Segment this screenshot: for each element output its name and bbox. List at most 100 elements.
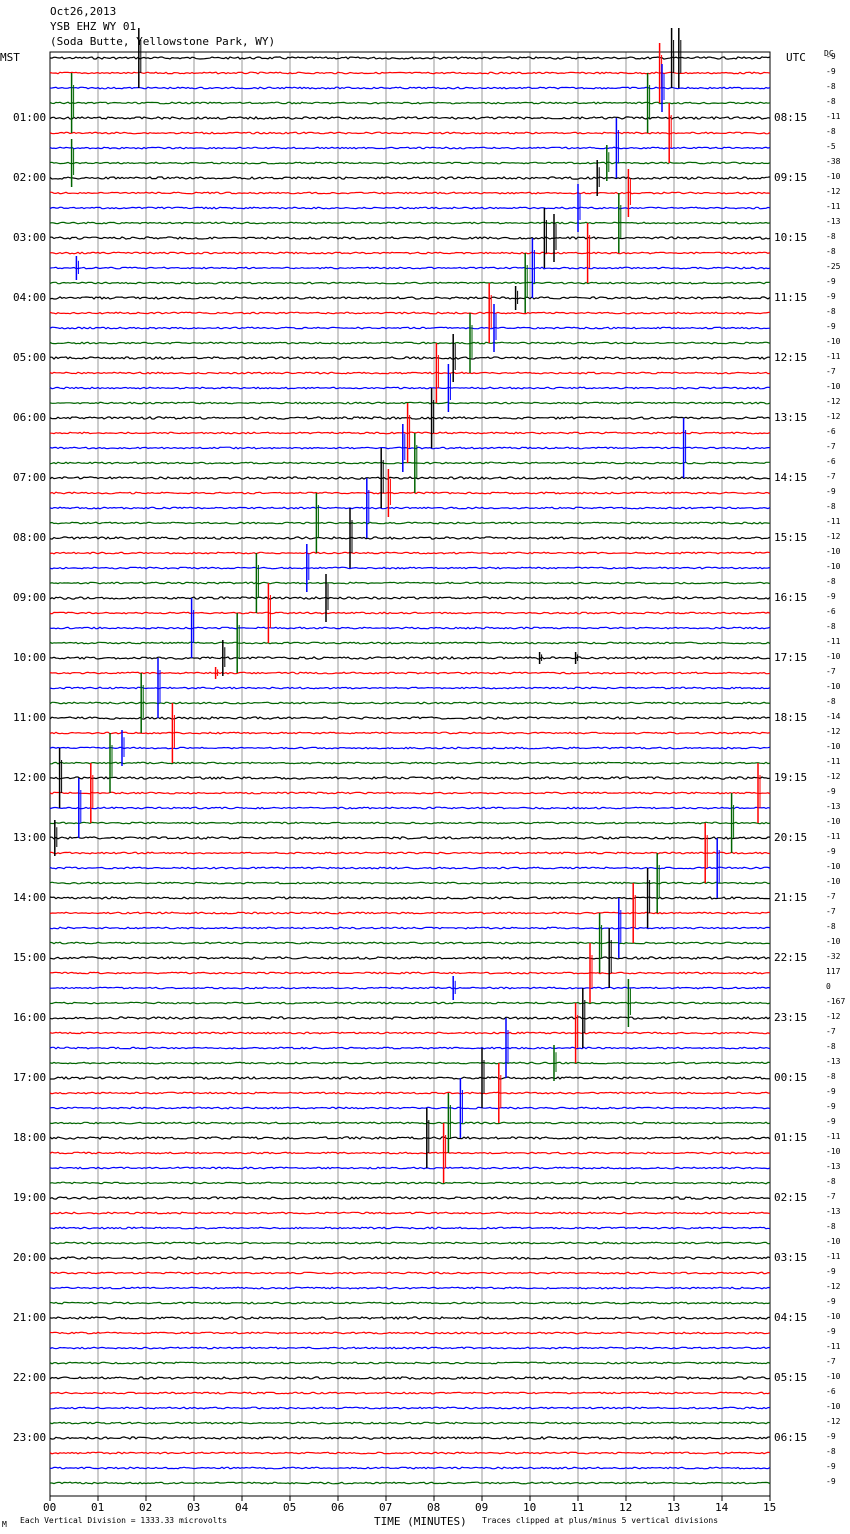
seismic-trace (49, 1256, 771, 1260)
seismic-trace (49, 1016, 771, 1020)
dc-offset-label: -8 (826, 82, 836, 91)
right-hour-label: 10:15 (774, 231, 808, 244)
footer-right: Traces clipped at plus/minus 5 vertical … (482, 1516, 719, 1525)
x-tick-label: 10 (523, 1501, 537, 1514)
seismic-trace (49, 206, 771, 210)
dc-offset-label: -8 (826, 1222, 836, 1231)
dc-offset-label: -9 (826, 277, 836, 286)
dc-offset-label: -10 (826, 652, 841, 661)
seismic-trace (49, 791, 771, 795)
dc-offset-label: -10 (826, 937, 841, 946)
dc-offset-label: -5 (826, 142, 836, 151)
dc-offset-label: -11 (826, 517, 841, 526)
right-hour-label: 11:15 (774, 291, 808, 304)
seismic-trace (49, 1286, 771, 1290)
right-hour-label: 09:15 (774, 171, 808, 184)
seismic-trace (49, 311, 771, 315)
dc-offset-label: -12 (826, 412, 841, 421)
dc-offset-label: -9 (826, 1267, 836, 1276)
seismic-trace (50, 1406, 771, 1410)
seismic-trace (49, 536, 771, 540)
seismic-trace (49, 176, 771, 180)
right-hour-label: 15:15 (774, 531, 808, 544)
left-hour-label: 06:00 (13, 411, 47, 424)
seismic-trace (49, 386, 771, 390)
right-hour-label: 13:15 (774, 411, 808, 424)
seismic-trace (49, 806, 771, 810)
dc-offset-label: -8 (826, 307, 836, 316)
seismic-trace (49, 1436, 771, 1440)
dc-offset-label: -9 (826, 787, 836, 796)
dc-offset-label: -7 (826, 892, 836, 901)
seismic-trace (49, 911, 770, 915)
seismic-trace (50, 761, 771, 765)
seismic-trace (49, 566, 771, 570)
seismic-trace (49, 611, 771, 615)
dc-offset-label: 117 (826, 967, 841, 976)
seismic-trace (49, 686, 771, 690)
left-hour-label: 19:00 (13, 1191, 47, 1204)
right-hour-label: 21:15 (774, 891, 808, 904)
dc-offset-label: -6 (826, 427, 836, 436)
seismic-trace (49, 701, 771, 705)
seismic-trace (49, 551, 771, 555)
left-hour-label: 13:00 (13, 831, 47, 844)
seismic-trace (49, 521, 771, 525)
seismic-trace (49, 236, 771, 240)
right-hour-label: 00:15 (774, 1071, 808, 1084)
dc-offset-label: -11 (826, 1252, 841, 1261)
seismic-trace (49, 506, 771, 510)
x-tick-label: 09 (475, 1501, 489, 1514)
dc-offset-label: -9 (826, 1477, 836, 1486)
dc-offset-label: -7 (826, 1357, 836, 1366)
seismic-trace (49, 671, 771, 675)
header-station: YSB EHZ WY 01 (50, 20, 137, 33)
dc-offset-label: -13 (826, 1207, 841, 1216)
dc-label: DC (824, 49, 834, 58)
seismic-trace (49, 821, 771, 825)
seismic-trace (49, 1226, 771, 1230)
left-hour-label: 04:00 (13, 291, 47, 304)
dc-offset-label: -9 (826, 1087, 836, 1096)
dc-offset-label: -10 (826, 877, 841, 886)
dc-offset-label: -8 (826, 502, 836, 511)
dc-offset-label: -12 (826, 772, 841, 781)
seismic-trace (49, 281, 771, 285)
left-hour-label: 10:00 (13, 651, 47, 664)
left-hour-label: 05:00 (13, 351, 47, 364)
seismic-trace (49, 191, 771, 195)
dc-offset-label: -11 (826, 832, 841, 841)
seismic-trace (49, 461, 770, 465)
x-tick-label: 14 (715, 1501, 729, 1514)
x-tick-label: 04 (235, 1501, 249, 1514)
right-hour-label: 20:15 (774, 831, 808, 844)
dc-offset-label: -7 (826, 1027, 836, 1036)
seismic-trace (49, 1301, 771, 1305)
dc-offset-label: -10 (826, 547, 841, 556)
seismic-trace (49, 1181, 771, 1185)
left-hour-label: 09:00 (13, 591, 47, 604)
seismic-trace (49, 146, 771, 150)
footer-left: Each Vertical Division = 1333.33 microvo… (20, 1516, 228, 1525)
left-hour-label: 07:00 (13, 471, 47, 484)
dc-offset-label: -11 (826, 112, 841, 121)
dc-offset-label: -8 (826, 232, 836, 241)
dc-offset-label: -10 (826, 337, 841, 346)
left-hour-label: 12:00 (13, 771, 47, 784)
left-hour-label: 16:00 (13, 1011, 47, 1024)
dc-offset-label: -6 (826, 1387, 836, 1396)
seismic-trace (49, 581, 771, 585)
dc-offset-label: -8 (826, 1072, 836, 1081)
seismic-trace (49, 116, 771, 120)
dc-offset-label: -11 (826, 1132, 841, 1141)
right-hour-label: 12:15 (774, 351, 808, 364)
left-hour-label: 15:00 (13, 951, 47, 964)
seismic-trace (49, 161, 771, 165)
dc-offset-label: -9 (826, 1462, 836, 1471)
dc-offset-label: -12 (826, 1282, 841, 1291)
x-tick-label: 13 (667, 1501, 681, 1514)
dc-offset-label: -10 (826, 562, 841, 571)
seismic-trace (49, 1136, 771, 1140)
dc-offset-label: -13 (826, 217, 841, 226)
seismic-trace (49, 476, 770, 480)
